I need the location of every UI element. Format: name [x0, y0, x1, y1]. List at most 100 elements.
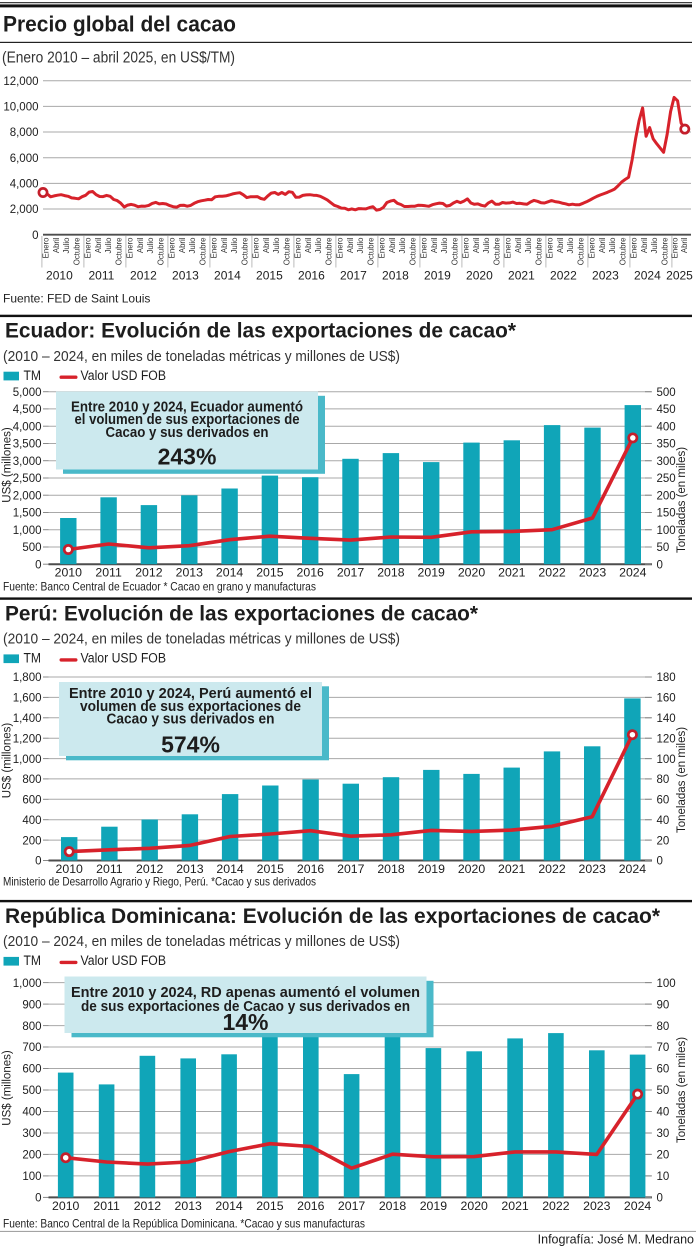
svg-text:Octubre: Octubre: [324, 238, 333, 266]
svg-text:700: 700: [22, 1042, 41, 1054]
svg-text:50: 50: [657, 542, 670, 554]
svg-text:0: 0: [657, 856, 663, 868]
svg-text:2021: 2021: [498, 862, 526, 876]
svg-text:Valor USD FOB: Valor USD FOB: [81, 953, 167, 968]
svg-text:2010: 2010: [52, 1199, 80, 1213]
svg-text:Toneladas (en miles): Toneladas (en miles): [676, 1037, 688, 1143]
svg-text:Octubre: Octubre: [534, 238, 543, 266]
svg-text:180: 180: [657, 672, 676, 684]
svg-text:Enero: Enero: [252, 237, 261, 258]
svg-text:1,000: 1,000: [13, 978, 42, 990]
svg-text:8,000: 8,000: [10, 127, 39, 139]
svg-text:2022: 2022: [542, 1199, 570, 1213]
svg-text:1,000: 1,000: [13, 754, 42, 766]
svg-text:Enero: Enero: [671, 237, 680, 258]
svg-text:de sus exportaciones de Cacao: de sus exportaciones de Cacao y sus deri…: [81, 999, 410, 1015]
svg-text:2020: 2020: [458, 862, 486, 876]
svg-text:2019: 2019: [420, 1199, 448, 1213]
svg-text:300: 300: [657, 456, 676, 468]
svg-text:2016: 2016: [297, 566, 325, 580]
svg-text:Octubre: Octubre: [408, 238, 417, 266]
svg-text:Octubre: Octubre: [198, 238, 207, 266]
svg-text:2,000: 2,000: [10, 204, 39, 216]
svg-text:Fuente: Banco Central de Ecuad: Fuente: Banco Central de Ecuador * Cacao…: [3, 580, 316, 594]
svg-text:70: 70: [657, 1042, 670, 1054]
svg-text:2018: 2018: [379, 1199, 407, 1213]
svg-text:Enero: Enero: [546, 237, 555, 258]
svg-text:243%: 243%: [158, 444, 217, 470]
svg-text:2020: 2020: [458, 566, 486, 580]
svg-text:Julio: Julio: [608, 237, 617, 254]
svg-text:Enero: Enero: [168, 237, 177, 258]
svg-text:2018: 2018: [377, 862, 405, 876]
svg-text:Octubre: Octubre: [114, 238, 123, 266]
svg-text:Cacao y sus derivados en: Cacao y sus derivados en: [107, 712, 275, 728]
svg-text:Enero: Enero: [504, 237, 513, 258]
svg-text:2025: 2025: [666, 269, 693, 283]
svg-text:Abril: Abril: [346, 237, 355, 253]
svg-text:US$ (millones): US$ (millones): [2, 723, 14, 799]
svg-text:2016: 2016: [297, 862, 325, 876]
svg-text:2017: 2017: [337, 566, 365, 580]
svg-text:2012: 2012: [134, 1199, 162, 1213]
svg-text:TM: TM: [24, 953, 42, 968]
svg-text:2010: 2010: [55, 566, 83, 580]
svg-text:2023: 2023: [579, 566, 607, 580]
svg-text:500: 500: [657, 387, 676, 399]
svg-text:120: 120: [657, 733, 676, 745]
svg-text:2012: 2012: [130, 269, 157, 283]
svg-text:40: 40: [657, 1107, 670, 1119]
svg-text:Enero: Enero: [462, 237, 471, 258]
svg-text:Perú: Evolución de las exporta: Perú: Evolución de las exportaciones de …: [5, 601, 479, 625]
svg-text:150: 150: [657, 508, 676, 520]
svg-text:2024: 2024: [619, 862, 647, 876]
svg-text:2017: 2017: [338, 1199, 366, 1213]
svg-text:Abril: Abril: [136, 237, 145, 253]
svg-text:Abril: Abril: [472, 237, 481, 253]
svg-text:Infografía: José M. Medrano: Infografía: José M. Medrano: [538, 1233, 694, 1247]
svg-text:200: 200: [657, 490, 676, 502]
svg-text:Octubre: Octubre: [72, 238, 81, 266]
svg-text:12,000: 12,000: [3, 76, 38, 88]
svg-text:Enero: Enero: [42, 237, 51, 258]
svg-text:Abril: Abril: [388, 237, 397, 253]
svg-text:160: 160: [657, 693, 676, 705]
svg-text:2015: 2015: [256, 566, 284, 580]
svg-text:Julio: Julio: [62, 237, 71, 254]
svg-text:14%: 14%: [222, 1009, 268, 1035]
svg-text:Julio: Julio: [230, 237, 239, 254]
svg-text:Cacao y sus derivados en: Cacao y sus derivados en: [106, 425, 269, 441]
svg-text:574%: 574%: [161, 731, 220, 757]
svg-text:2014: 2014: [214, 269, 241, 283]
svg-text:Valor USD FOB: Valor USD FOB: [81, 368, 167, 383]
svg-text:Valor USD FOB: Valor USD FOB: [81, 651, 167, 666]
svg-text:Octubre: Octubre: [660, 238, 669, 266]
svg-text:2021: 2021: [508, 269, 535, 283]
svg-text:2023: 2023: [592, 269, 619, 283]
svg-text:300: 300: [22, 1128, 41, 1140]
svg-text:Julio: Julio: [314, 237, 323, 254]
svg-text:Enero: Enero: [294, 237, 303, 258]
svg-text:TM: TM: [24, 651, 42, 666]
svg-text:2019: 2019: [418, 566, 446, 580]
svg-text:1,200: 1,200: [13, 733, 42, 745]
svg-text:60: 60: [657, 1064, 670, 1076]
svg-text:2012: 2012: [136, 862, 164, 876]
svg-text:Julio: Julio: [146, 237, 155, 254]
svg-text:Abril: Abril: [94, 237, 103, 253]
svg-text:Octubre: Octubre: [576, 238, 585, 266]
svg-text:100: 100: [657, 978, 676, 990]
svg-text:Abril: Abril: [220, 237, 229, 253]
svg-text:2011: 2011: [93, 1199, 120, 1213]
svg-text:2010: 2010: [56, 862, 84, 876]
svg-text:Toneladas (en miles): Toneladas (en miles): [676, 727, 688, 833]
svg-text:Julio: Julio: [104, 237, 113, 254]
svg-text:2020: 2020: [466, 269, 493, 283]
svg-text:800: 800: [22, 774, 41, 786]
svg-text:400: 400: [657, 421, 676, 433]
svg-text:2013: 2013: [175, 1199, 203, 1213]
svg-text:Abril: Abril: [262, 237, 271, 253]
svg-text:6,000: 6,000: [10, 153, 39, 165]
svg-text:Enero: Enero: [630, 237, 639, 258]
svg-text:1,000: 1,000: [13, 525, 42, 537]
